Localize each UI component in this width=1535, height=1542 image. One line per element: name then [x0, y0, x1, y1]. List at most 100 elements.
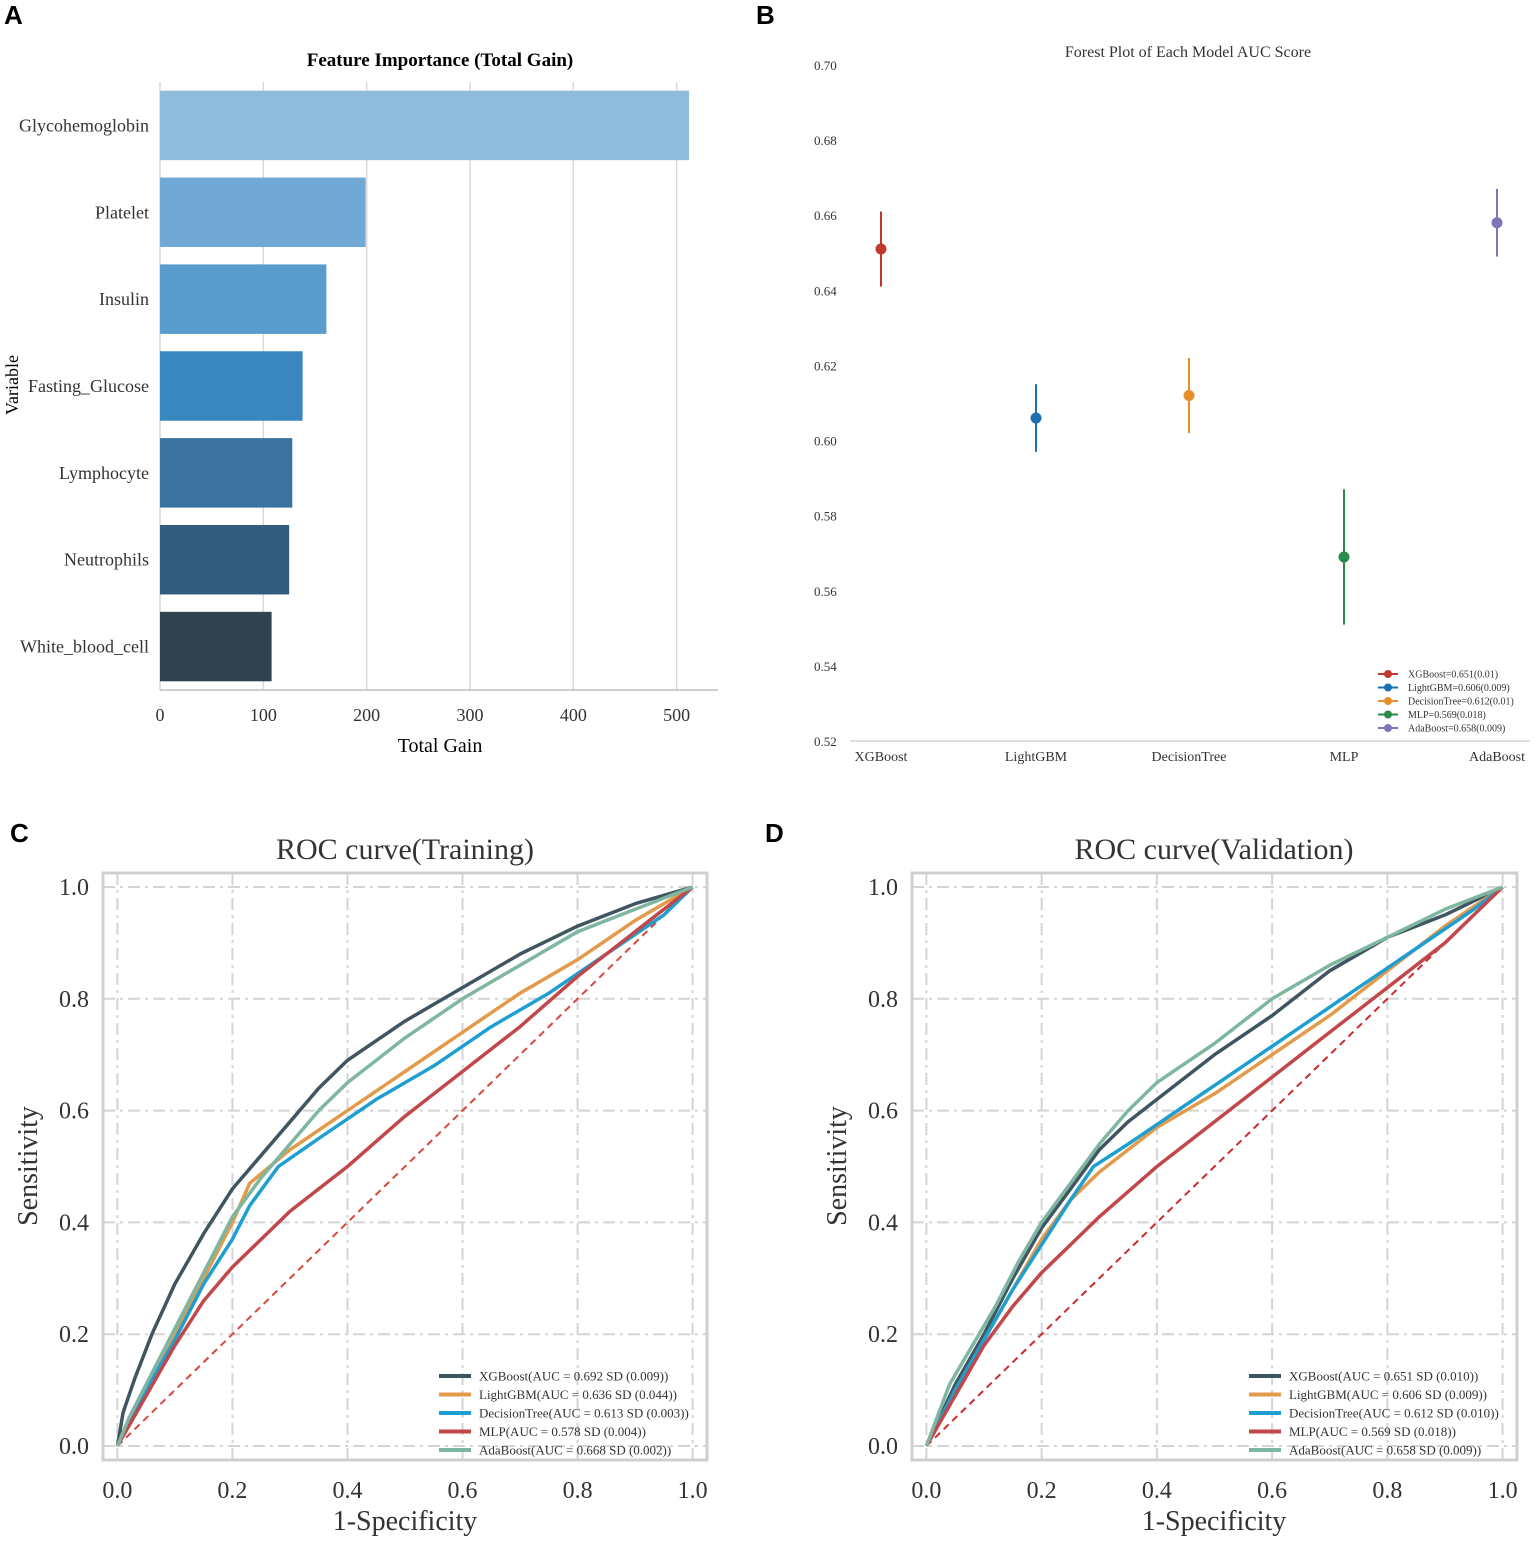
reference-diagonal-line	[925, 886, 1504, 1447]
x-tick-label: 0.2	[217, 1478, 247, 1504]
legend-label: DecisionTree(AUC = 0.612 SD (0.010))	[1289, 1406, 1499, 1421]
chart-title: ROC curve(Validation)	[1074, 833, 1353, 866]
roc-curve-line	[924, 885, 1504, 1447]
y-tick-label: 0.4	[868, 1210, 898, 1236]
bar	[160, 611, 272, 682]
legend-label: LightGBM(AUC = 0.636 SD (0.044))	[479, 1387, 677, 1402]
y-tick-label: 0.68	[814, 133, 837, 148]
legend-label: AdaBoost(AUC = 0.658 SD (0.009))	[1289, 1443, 1481, 1458]
x-tick-label: 300	[457, 705, 484, 725]
reference-diagonal-line	[116, 886, 694, 1447]
y-tick-label: 0.52	[814, 734, 837, 749]
plot-frame	[101, 871, 709, 1462]
x-tick-label: 1.0	[678, 1478, 708, 1504]
panel-label-a: A	[4, 0, 23, 30]
roc-curve-line	[115, 885, 694, 1447]
legend-label: MLP(AUC = 0.569 SD (0.018))	[1289, 1424, 1456, 1439]
data-point	[1183, 389, 1195, 401]
panel-label-c: C	[10, 818, 29, 848]
panel-label-d: D	[765, 818, 784, 848]
y-tick-label: White_blood_cell	[20, 637, 149, 657]
legend-label: MLP=0.569(0.018)	[1408, 710, 1486, 721]
x-tick-label: DecisionTree	[1152, 750, 1227, 765]
x-tick-label: 0.8	[563, 1478, 593, 1504]
x-tick-label: 500	[663, 705, 690, 725]
forest-plot-chart: Forest Plot of Each Model AUC Score 0.52…	[814, 44, 1530, 765]
y-tick-label: 0.8	[59, 987, 89, 1013]
legend-label: AdaBoost=0.658(0.009)	[1408, 724, 1505, 735]
data-point	[1030, 412, 1042, 424]
y-tick-label: 0.66	[814, 208, 837, 223]
data-point	[875, 243, 887, 255]
legend-swatch-marker	[1384, 710, 1392, 719]
y-tick-label: 0.6	[868, 1099, 898, 1125]
legend-label: XGBoost=0.651(0.01)	[1408, 670, 1498, 681]
legend-label: XGBoost(AUC = 0.651 SD (0.010))	[1289, 1369, 1478, 1384]
feature-importance-chart: Feature Importance (Total Gain) Total Ga…	[2, 50, 718, 757]
y-tick-label: 0.70	[814, 58, 837, 73]
legend-label: DecisionTree=0.612(0.01)	[1408, 697, 1514, 708]
x-tick-label: 1.0	[1488, 1478, 1518, 1504]
x-tick-label: 0.4	[1142, 1478, 1172, 1504]
y-tick-label: 0.56	[814, 584, 837, 599]
x-tick-label: 100	[250, 705, 277, 725]
x-tick-label: MLP	[1330, 750, 1359, 765]
legend-swatch-marker	[1384, 683, 1392, 692]
y-axis-label: Sensitivity	[13, 1106, 44, 1226]
bar	[160, 90, 690, 161]
x-tick-label: 0.8	[1372, 1478, 1402, 1504]
roc-curve-line	[115, 885, 694, 1447]
y-tick-label: 0.64	[814, 283, 837, 298]
y-tick-label: 0.2	[59, 1322, 89, 1348]
y-tick-label: 0.0	[868, 1434, 898, 1460]
y-tick-label: Neutrophils	[64, 550, 149, 570]
y-tick-label: Fasting_Glucose	[28, 376, 149, 396]
y-tick-label: Glycohemoglobin	[19, 115, 149, 135]
x-axis-label: 1-Specificity	[333, 1506, 478, 1537]
legend-swatch-marker	[1384, 670, 1392, 678]
roc-curve-line	[115, 885, 694, 1447]
legend-swatch-marker	[1384, 697, 1392, 705]
y-tick-label: 0.2	[868, 1322, 898, 1348]
bar	[160, 177, 366, 248]
y-tick-label: Platelet	[95, 202, 149, 222]
x-tick-label: AdaBoost	[1469, 750, 1525, 765]
y-axis-label: Sensitivity	[822, 1106, 853, 1226]
y-tick-label: Insulin	[99, 289, 149, 309]
legend-label: XGBoost(AUC = 0.692 SD (0.009))	[479, 1369, 668, 1384]
x-tick-label: 400	[560, 705, 587, 725]
legend-label: AdaBoost(AUC = 0.668 SD (0.002))	[479, 1443, 671, 1458]
x-tick-label: 200	[353, 705, 380, 725]
y-tick-label: 1.0	[868, 875, 898, 901]
legend-label: LightGBM=0.606(0.009)	[1408, 683, 1510, 694]
bar	[160, 524, 290, 595]
y-tick-label: 1.0	[59, 875, 89, 901]
y-tick-label: 0.62	[814, 358, 837, 373]
chart-title: Feature Importance (Total Gain)	[307, 50, 574, 71]
y-tick-label: 0.4	[59, 1210, 89, 1236]
y-tick-label: Lymphocyte	[59, 463, 149, 483]
x-tick-label: 0.4	[332, 1478, 362, 1504]
y-axis-label: Variable	[2, 355, 22, 415]
y-tick-label: 0.54	[814, 659, 837, 674]
data-point	[1338, 551, 1350, 563]
x-tick-label: 0.6	[448, 1478, 478, 1504]
x-tick-label: 0.0	[102, 1478, 132, 1504]
chart-title: ROC curve(Training)	[276, 833, 534, 866]
bar	[160, 264, 327, 334]
x-tick-label: 0	[156, 705, 165, 725]
y-tick-label: 0.60	[814, 434, 837, 449]
roc-training-chart: ROC curve(Training) 1-Specificity Sensit…	[13, 833, 709, 1537]
plot-frame	[910, 871, 1519, 1462]
y-tick-label: 0.6	[59, 1099, 89, 1125]
x-axis-label: 1-Specificity	[1142, 1506, 1287, 1537]
chart-title: Forest Plot of Each Model AUC Score	[1065, 44, 1311, 61]
panel-label-b: B	[756, 0, 775, 30]
bar	[160, 438, 293, 508]
x-tick-label: LightGBM	[1005, 750, 1068, 765]
legend-label: DecisionTree(AUC = 0.613 SD (0.003))	[479, 1406, 689, 1421]
y-tick-label: 0.58	[814, 509, 837, 524]
x-tick-label: 0.2	[1027, 1478, 1057, 1504]
y-tick-label: 0.0	[59, 1434, 89, 1460]
